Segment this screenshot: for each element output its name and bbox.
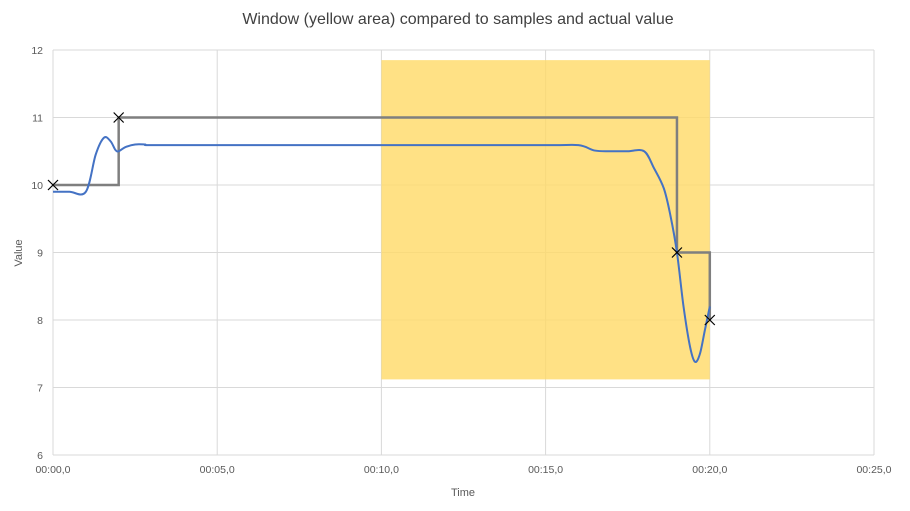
chart-title: Window (yellow area) compared to samples…: [242, 11, 673, 28]
x-tick-label: 00:20,0: [692, 464, 727, 476]
y-tick-label: 9: [37, 248, 43, 260]
y-axis-title: Value: [13, 239, 25, 266]
actual-value-line: [52, 136, 711, 364]
window-area-layer: [381, 60, 710, 380]
sample-marker: [671, 247, 683, 258]
tick-labels: 6 7 8 9 10 11 12 00:00,0 00:05,0 00:10,0 00:15,0 00…: [31, 45, 891, 476]
x-tick-label: 00:15,0: [528, 464, 563, 476]
y-tick-label: 12: [31, 45, 43, 57]
samples-step-line: [53, 116, 712, 320]
y-tick-label: 11: [32, 113, 43, 125]
x-tick-label: 00:25,0: [856, 464, 891, 476]
y-tick-label: 7: [37, 383, 43, 395]
y-tick-label: 8: [37, 315, 43, 327]
x-tick-label: 00:00,0: [35, 464, 70, 476]
sample-marker: [113, 112, 125, 123]
series-layer: [47, 112, 716, 364]
sample-marker: [704, 314, 716, 326]
x-axis-title: Time: [451, 487, 475, 499]
x-tick-label: 00:05,0: [200, 464, 235, 476]
x-tick-label: 00:10,0: [364, 464, 399, 476]
y-tick-label: 10: [31, 180, 43, 192]
window-area: [381, 60, 710, 380]
sample-marker: [47, 179, 59, 191]
y-tick-label: 6: [37, 450, 43, 462]
